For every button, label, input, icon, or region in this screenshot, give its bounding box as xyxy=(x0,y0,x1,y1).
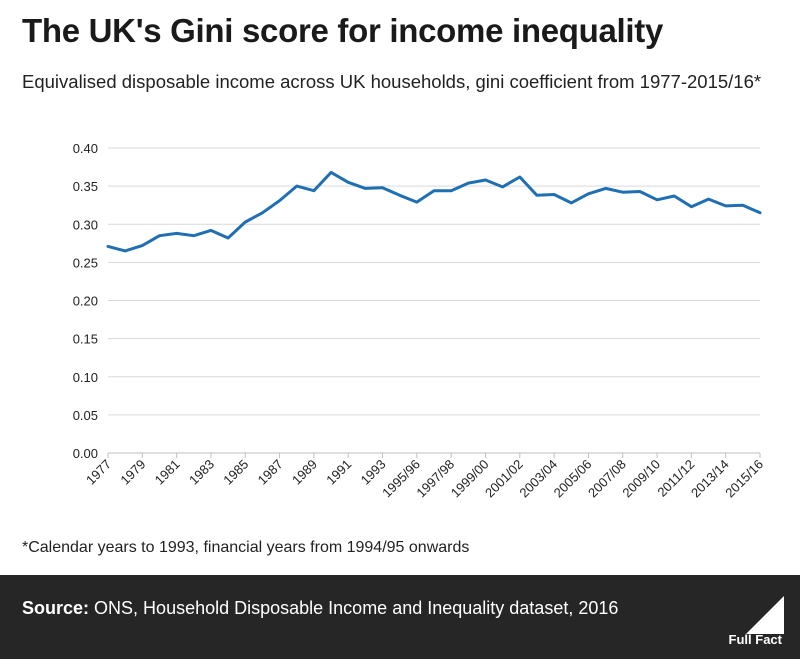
y-tick-label: 0.15 xyxy=(73,332,98,347)
x-tick-label: 1979 xyxy=(117,457,148,488)
full-fact-logo-icon xyxy=(746,596,784,634)
source-text: ONS, Household Disposable Income and Ine… xyxy=(94,598,619,618)
chart-title: The UK's Gini score for income inequalit… xyxy=(22,12,664,49)
full-fact-logo-text: Full Fact xyxy=(728,632,782,647)
footnote: *Calendar years to 1993, financial years… xyxy=(22,539,470,556)
x-tick-label: 1977 xyxy=(83,457,114,488)
x-tick-label: 2015/16 xyxy=(722,457,766,501)
x-tick-label: 2009/10 xyxy=(619,457,663,501)
x-tick-label: 1983 xyxy=(186,457,217,488)
source-line: Source: ONS, Household Disposable Income… xyxy=(22,598,618,619)
gini-line-chart: 0.00 0.05 0.10 0.15 0.20 0.25 0.30 0.35 0.40 1977… xyxy=(73,141,766,501)
y-tick-label: 0.10 xyxy=(73,370,98,385)
x-tick-label: 1981 xyxy=(152,457,183,488)
y-tick-label: 0.40 xyxy=(73,141,98,156)
x-tick-label: 1987 xyxy=(255,457,286,488)
y-tick-label: 0.20 xyxy=(73,294,98,309)
y-tick-label: 0.00 xyxy=(73,446,98,461)
x-tick-label: 1993 xyxy=(358,457,389,488)
x-tick-label: 1989 xyxy=(289,457,320,488)
x-tick-label: 1991 xyxy=(323,457,354,488)
gini-series-line xyxy=(106,170,762,253)
source-label: Source: xyxy=(22,598,90,618)
chart-subtitle: Equivalised disposable income across UK … xyxy=(22,71,762,92)
y-tick-label: 0.35 xyxy=(73,179,98,194)
y-tick-label: 0.25 xyxy=(73,255,98,270)
y-tick-label: 0.30 xyxy=(73,217,98,232)
y-tick-label: 0.05 xyxy=(73,408,98,423)
x-tick-label: 1985 xyxy=(220,457,251,488)
footer-bar: Source: ONS, Household Disposable Income… xyxy=(0,575,800,659)
